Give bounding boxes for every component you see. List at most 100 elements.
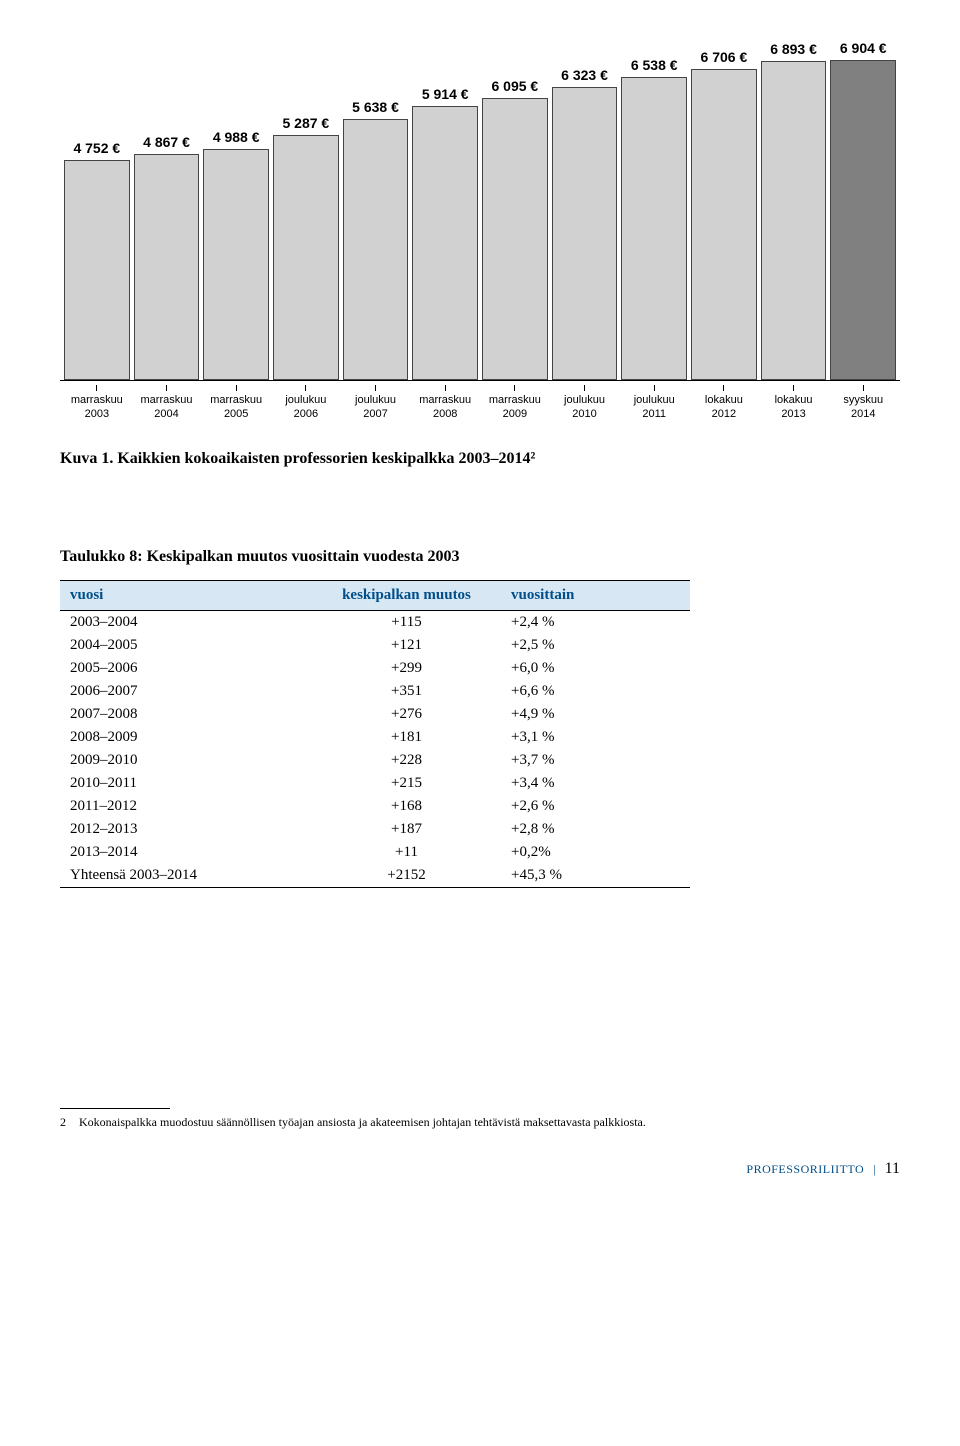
table-row: 2009–2010+228+3,7 %: [60, 749, 690, 772]
cell-change: +351: [312, 680, 501, 703]
footnote-number: 2: [60, 1115, 76, 1131]
cell-year: 2009–2010: [60, 749, 312, 772]
bar-value-label: 6 538 €: [631, 57, 678, 73]
bar-chart-xaxis: marraskuu2003marraskuu2004marraskuu2005j…: [60, 385, 900, 422]
cell-change: +2152: [312, 864, 501, 888]
xaxis-label: marraskuu2005: [203, 385, 269, 422]
bar: 6 095 €: [482, 78, 548, 381]
bar: 6 893 €: [761, 41, 827, 380]
cell-year: 2005–2006: [60, 657, 312, 680]
bar: 6 904 €: [830, 40, 896, 380]
cell-change: +11: [312, 841, 501, 864]
cell-year: 2008–2009: [60, 726, 312, 749]
cell-year: 2003–2004: [60, 610, 312, 634]
bar-value-label: 6 893 €: [770, 41, 817, 57]
footer-brand: PROFESSORILIITTO: [746, 1162, 864, 1176]
bar-value-label: 6 706 €: [701, 49, 748, 65]
bar-rect: [343, 119, 409, 380]
cell-pct: +4,9 %: [501, 703, 690, 726]
table-row: 2004–2005+121+2,5 %: [60, 634, 690, 657]
bar-rect: [621, 77, 687, 380]
bar-rect: [830, 60, 896, 380]
cell-year: 2012–2013: [60, 818, 312, 841]
cell-change: +299: [312, 657, 501, 680]
cell-change: +181: [312, 726, 501, 749]
cell-year: 2013–2014: [60, 841, 312, 864]
bar-rect: [482, 98, 548, 381]
table-row: 2007–2008+276+4,9 %: [60, 703, 690, 726]
cell-change: +276: [312, 703, 501, 726]
table-row: 2005–2006+299+6,0 %: [60, 657, 690, 680]
table-row: 2010–2011+215+3,4 %: [60, 772, 690, 795]
xaxis-label: joulukuu2010: [552, 385, 618, 422]
bar-value-label: 4 988 €: [213, 129, 260, 145]
cell-pct: +0,2%: [501, 841, 690, 864]
xaxis-label: lokakuu2013: [761, 385, 827, 422]
bar: 4 867 €: [134, 134, 200, 380]
bar-rect: [691, 69, 757, 380]
cell-change: +215: [312, 772, 501, 795]
table-header-year: vuosi: [60, 580, 312, 610]
bar-value-label: 5 287 €: [282, 115, 329, 131]
bar-rect: [134, 154, 200, 380]
table-row: 2008–2009+181+3,1 %: [60, 726, 690, 749]
footnote-text: Kokonaispalkka muodostuu säännöllisen ty…: [79, 1115, 646, 1129]
bar: 4 988 €: [203, 129, 269, 380]
footer-separator: |: [873, 1162, 875, 1176]
bar-rect: [761, 61, 827, 380]
bar-value-label: 6 904 €: [840, 40, 887, 56]
xaxis-label: marraskuu2003: [64, 385, 130, 422]
bar: 6 538 €: [621, 57, 687, 380]
bar: 5 914 €: [412, 86, 478, 380]
bar-value-label: 4 867 €: [143, 134, 190, 150]
bar-rect: [273, 135, 339, 380]
page-number: 11: [885, 1160, 900, 1177]
cell-year: 2011–2012: [60, 795, 312, 818]
xaxis-label: marraskuu2004: [134, 385, 200, 422]
cell-pct: +45,3 %: [501, 864, 690, 888]
cell-year: 2006–2007: [60, 680, 312, 703]
bar-rect: [552, 87, 618, 380]
cell-pct: +2,5 %: [501, 634, 690, 657]
table-row: Yhteensä 2003–2014+2152+45,3 %: [60, 864, 690, 888]
data-table: vuosi keskipalkan muutos vuosittain 2003…: [60, 580, 690, 888]
cell-change: +121: [312, 634, 501, 657]
xaxis-label: joulukuu2006: [273, 385, 339, 422]
table-row: 2011–2012+168+2,6 %: [60, 795, 690, 818]
bar-value-label: 6 323 €: [561, 67, 608, 83]
xaxis-label: joulukuu2011: [621, 385, 687, 422]
bar-value-label: 5 914 €: [422, 86, 469, 102]
bar: 6 323 €: [552, 67, 618, 380]
cell-pct: +3,7 %: [501, 749, 690, 772]
bar: 4 752 €: [64, 140, 130, 380]
cell-year: 2010–2011: [60, 772, 312, 795]
table-header-change: keskipalkan muutos: [312, 580, 501, 610]
bar: 5 287 €: [273, 115, 339, 380]
bar-rect: [412, 106, 478, 380]
bar-chart: 4 752 € 4 867 € 4 988 € 5 287 € 5 638 € 5 914…: [60, 40, 900, 381]
footnote: 2 Kokonaispalkka muodostuu säännöllisen …: [60, 1115, 900, 1131]
bar: 6 706 €: [691, 49, 757, 380]
xaxis-label: marraskuu2009: [482, 385, 548, 422]
bar: 5 638 €: [343, 99, 409, 380]
figure-caption: Kuva 1. Kaikkien kokoaikaisten professor…: [60, 450, 900, 468]
cell-pct: +6,6 %: [501, 680, 690, 703]
table-row: 2003–2004+115+2,4 %: [60, 610, 690, 634]
xaxis-label: joulukuu2007: [343, 385, 409, 422]
bar-rect: [64, 160, 130, 380]
cell-year: 2007–2008: [60, 703, 312, 726]
cell-pct: +2,6 %: [501, 795, 690, 818]
bar-value-label: 6 095 €: [492, 78, 539, 94]
cell-change: +168: [312, 795, 501, 818]
cell-pct: +3,1 %: [501, 726, 690, 749]
cell-pct: +6,0 %: [501, 657, 690, 680]
footnote-rule: [60, 1108, 170, 1109]
cell-change: +228: [312, 749, 501, 772]
cell-change: +187: [312, 818, 501, 841]
cell-pct: +2,4 %: [501, 610, 690, 634]
table-header-pct: vuosittain: [501, 580, 690, 610]
cell-year: 2004–2005: [60, 634, 312, 657]
bar-value-label: 4 752 €: [73, 140, 120, 156]
cell-pct: +3,4 %: [501, 772, 690, 795]
cell-change: +115: [312, 610, 501, 634]
